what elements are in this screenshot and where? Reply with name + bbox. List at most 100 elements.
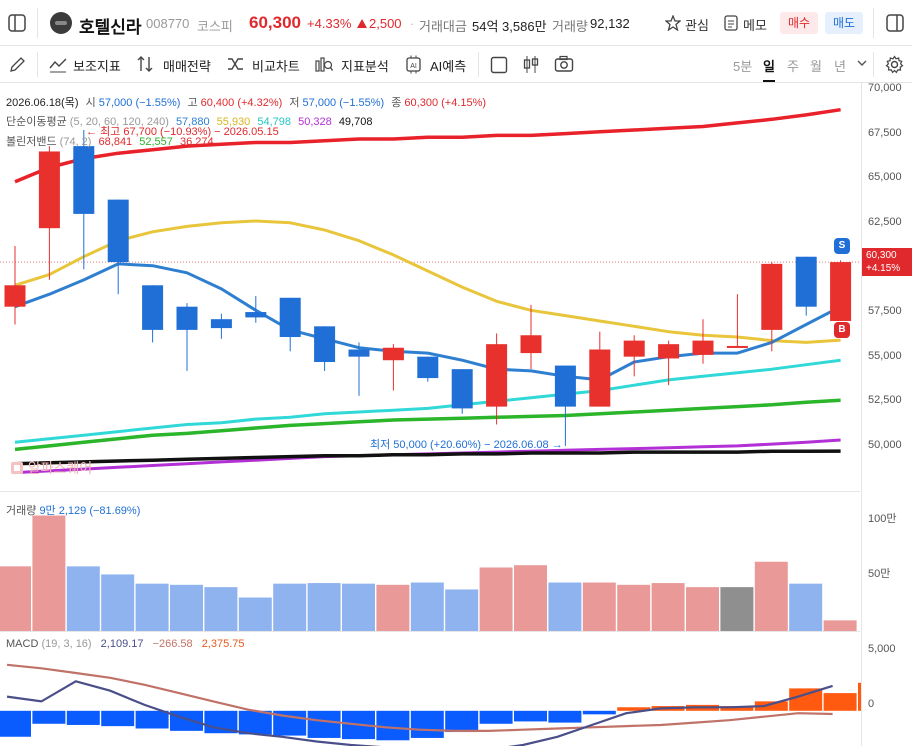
candle-body <box>348 349 370 357</box>
change-amount-value: 2,500 <box>369 16 402 31</box>
legend-close: 60,300 (+4.15%) <box>404 97 487 109</box>
macd-histogram-bar <box>32 710 66 724</box>
macd-axis-label: 5,000 <box>868 643 896 655</box>
candle-body <box>451 369 473 409</box>
pen-draw-icon[interactable] <box>9 56 26 73</box>
candle-body <box>176 306 198 330</box>
ma-params: (5, 20, 60, 120, 240) <box>69 116 169 128</box>
company-logo <box>50 12 72 34</box>
macd-histogram-bar <box>823 693 857 711</box>
star-icon <box>665 15 681 31</box>
volume-bar <box>135 583 169 631</box>
candle-body <box>73 146 95 214</box>
gear-icon[interactable] <box>885 55 904 74</box>
period-month[interactable]: 월 <box>810 59 822 74</box>
price-axis-label: 57,500 <box>868 305 902 318</box>
macd-hist-value: 2,375.75 <box>201 638 245 650</box>
stock-name[interactable]: 호텔신라 <box>79 18 142 37</box>
macd-value: 2,109.17 <box>100 638 144 650</box>
ma60-value: 54,798 <box>257 116 292 128</box>
macd-histogram-bar <box>101 710 135 727</box>
candle-body <box>692 340 714 355</box>
candle-body <box>245 312 267 318</box>
last-price-tag-value: 60,300 <box>866 250 897 261</box>
candle-body <box>486 344 508 407</box>
volume-bar <box>101 574 135 631</box>
macd-label: MACD <box>6 638 39 650</box>
sell-signal-badge[interactable]: S <box>834 238 850 254</box>
period-5min[interactable]: 5분 <box>733 59 753 74</box>
volume-bar <box>548 582 582 631</box>
volume-value: 92,132 <box>590 16 630 31</box>
current-price: 60,300 <box>249 13 301 32</box>
price-axis-label: 50,000 <box>868 438 902 451</box>
macd-line <box>6 680 833 746</box>
watermark: 알파스퀘어 <box>10 458 92 478</box>
left-panel-toggle-icon[interactable] <box>8 14 26 32</box>
toolbar-strategy[interactable]: 매매전략 <box>163 59 211 74</box>
watch-button[interactable]: 관심 <box>665 8 713 38</box>
price-axis-label: 67,500 <box>868 126 902 139</box>
period-year[interactable]: 년 <box>834 59 846 74</box>
ma-label: 단순이동평균 <box>6 116 67 128</box>
candle-body <box>417 356 439 379</box>
candle-body <box>520 335 542 354</box>
macd-histogram-bar <box>0 710 31 737</box>
ma240-value: 49,708 <box>338 116 373 128</box>
candle-body <box>107 199 129 263</box>
price-chart[interactable] <box>0 83 861 491</box>
volume-bar <box>754 561 788 631</box>
volume-bar <box>720 587 754 631</box>
volume-bar <box>238 597 272 631</box>
candle-body <box>830 262 852 321</box>
volume-bar <box>823 620 857 631</box>
volume-axis-label: 100만 <box>868 513 897 525</box>
buy-signal-badge[interactable]: B <box>834 322 850 338</box>
toolbar-indicator[interactable]: 보조지표 <box>73 59 121 74</box>
macd-histogram-bar <box>170 710 203 731</box>
bb-legend[interactable]: 볼린저밴드 (74, 2) 68,841 52,557 36,274 <box>6 133 214 149</box>
last-price-tag: 60,300 +4.15% <box>862 248 912 276</box>
toolbar-compare[interactable]: 비교차트 <box>252 59 300 74</box>
macd-histogram-bar <box>376 710 410 741</box>
period-week[interactable]: 주 <box>787 59 799 74</box>
ma-legend[interactable]: 단순이동평균 (5, 20, 60, 120, 240) 57,880 55,9… <box>6 113 372 129</box>
ai-chip-icon: AI <box>406 55 421 74</box>
stock-header: 호텔신라 008770 코스피 60,300 +4.33% 2,500 · 거래… <box>0 0 912 46</box>
ohlc-legend: 2026.06.18(목) 시 57,000 (−1.55%) 고 60,400… <box>6 94 486 110</box>
legend-close-label: 종 <box>391 97 402 109</box>
legend-high-label: 고 <box>187 97 198 109</box>
camera-icon[interactable] <box>554 55 574 73</box>
volume-bar <box>686 587 719 631</box>
volume-bar <box>376 584 410 631</box>
legend-high: 60,400 (+4.32%) <box>200 97 283 109</box>
candlestick-icon[interactable] <box>521 55 541 74</box>
candle-body <box>38 151 60 229</box>
chevron-down-icon[interactable] <box>856 57 868 69</box>
bollinger-middle-line <box>14 398 841 452</box>
last-pct-tag-value: +4.15% <box>866 263 901 274</box>
candle-body <box>589 349 611 407</box>
period-day[interactable]: 일 <box>763 56 775 82</box>
sell-button[interactable]: 매도 <box>825 12 863 34</box>
macd-params: (19, 3, 16) <box>41 638 92 650</box>
volume-chart[interactable] <box>0 492 861 631</box>
macd-chart[interactable] <box>0 632 861 746</box>
buy-button[interactable]: 매수 <box>780 12 818 34</box>
volume-legend[interactable]: 거래량 9만 2,129 (−81.69%) <box>6 502 140 518</box>
bb-upper-value: 68,841 <box>98 136 133 148</box>
toolbar-analysis[interactable]: 지표분석 <box>341 59 389 74</box>
bollinger-upper-line <box>14 107 841 184</box>
analysis-icon <box>315 57 333 72</box>
high-marker: ← 최고 67,700 (−10.93%) − 2026.05.15 <box>86 123 279 139</box>
memo-button[interactable]: 메모 <box>723 8 773 38</box>
candle-body <box>314 326 336 363</box>
stock-code: 008770 <box>146 16 190 31</box>
right-panel-toggle-icon[interactable] <box>886 14 904 32</box>
price-axis-label: 70,000 <box>868 82 902 94</box>
square-icon[interactable] <box>490 56 508 74</box>
bb-label: 볼린저밴드 <box>6 136 57 148</box>
volume-bar <box>514 565 547 631</box>
toolbar-ai-predict[interactable]: AI예측 <box>430 59 467 74</box>
macd-legend[interactable]: MACD (19, 3, 16) 2,109.17 −266.58 2,375.… <box>6 638 245 650</box>
